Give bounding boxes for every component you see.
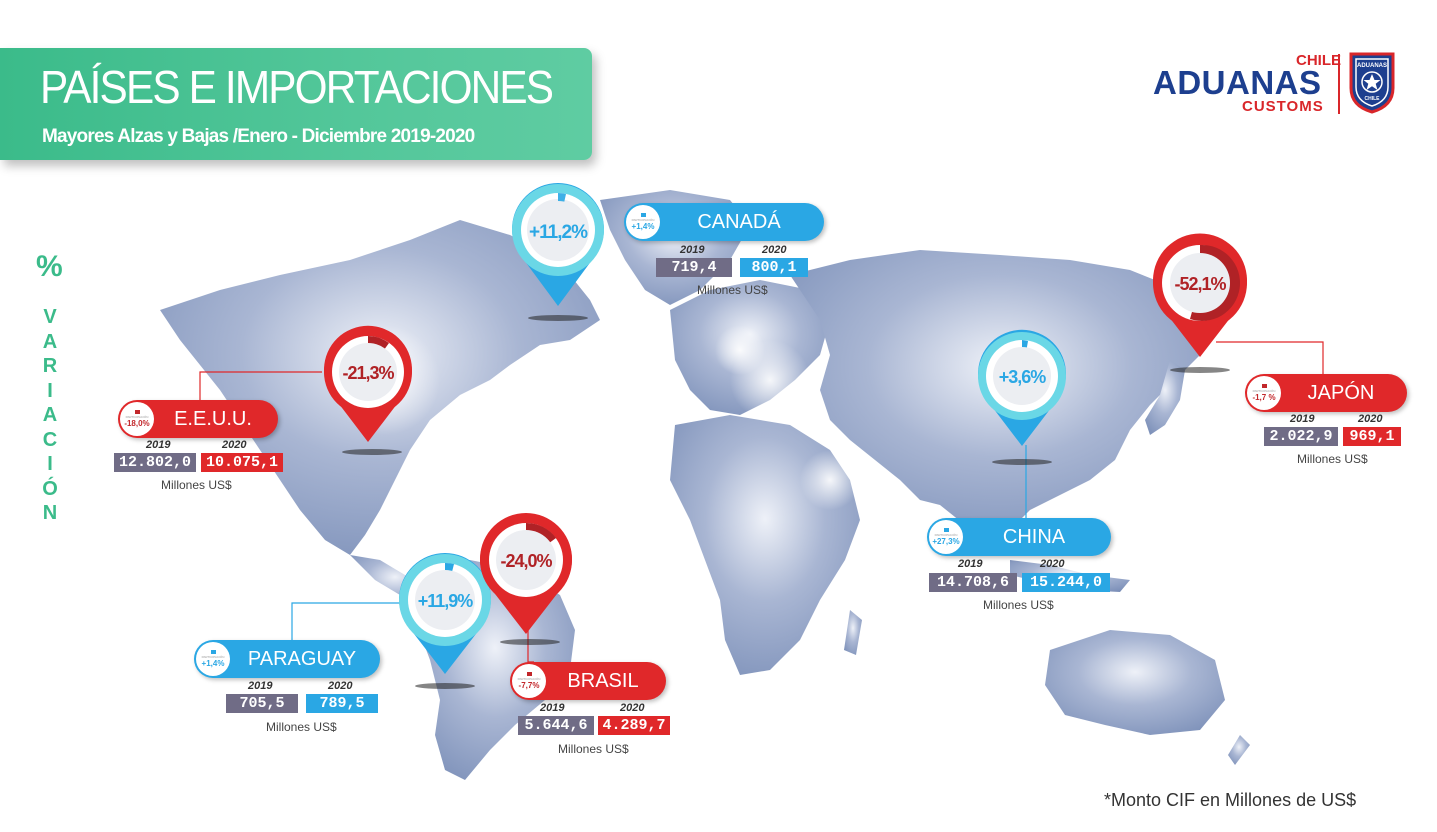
- country-name-brasil: BRASIL: [567, 669, 639, 692]
- pin-china: +3,6%: [978, 329, 1066, 446]
- participation-badge-canada: PARTICIPACIÓN +1,4%: [626, 205, 660, 239]
- pin-canada: +11,2%: [512, 183, 604, 306]
- unit-china: Millones US$: [983, 598, 1054, 612]
- pin-japon-variation: -52,1%: [1174, 274, 1226, 294]
- value-2020-brasil: 4.289,7: [598, 716, 670, 735]
- map-madagascar: [844, 610, 862, 655]
- value-2019-paraguay: 705,5: [226, 694, 298, 713]
- connector-brasil: [527, 630, 534, 663]
- variation-letter: C: [42, 428, 58, 451]
- map-australia: [1045, 630, 1225, 735]
- country-name-paraguay: PARAGUAY: [247, 647, 357, 670]
- value-2020-canada: 800,1: [740, 258, 808, 277]
- value-2020-japon: 969,1: [1343, 427, 1401, 446]
- map-japan: [1145, 360, 1185, 435]
- logo-separator: [1338, 54, 1340, 114]
- pin-eeuu: -21,3%: [324, 325, 412, 442]
- pin-brasil-variation: -24,0%: [500, 551, 552, 571]
- pin-shadow-china: [992, 459, 1052, 465]
- participation-badge-brasil: PARTICIPACIÓN -7,7%: [512, 664, 546, 698]
- pin-shadow-brasil: [500, 639, 560, 645]
- pin-shadow-canada: [528, 315, 588, 321]
- participation-badge-paraguay: PARTICIPACIÓN +1,4%: [196, 642, 230, 676]
- pin-eeuu-variation: -21,3%: [342, 363, 394, 383]
- pin-japon: -52,1%: [1153, 233, 1247, 357]
- logo-aduanas-text: ADUANAS: [1153, 64, 1322, 101]
- year-2020-canada: 2020: [762, 244, 787, 256]
- variation-letter: I: [47, 453, 53, 475]
- unit-eeuu: Millones US$: [161, 478, 232, 492]
- variation-letter: R: [42, 355, 58, 377]
- value-2019-china: 14.708,6: [929, 573, 1017, 592]
- value-2020-eeuu: 10.075,1: [201, 453, 283, 472]
- variation-letter: V: [43, 306, 57, 328]
- value-2019-canada: 719,4: [656, 258, 732, 277]
- pin-shadow-eeuu: [342, 449, 402, 455]
- page-subtitle: Mayores Alzas y Bajas /Enero - Diciembre…: [42, 126, 475, 147]
- connector-eeuu: [199, 371, 322, 400]
- value-2019-eeuu: 12.802,0: [114, 453, 196, 472]
- year-2020-japon: 2020: [1358, 413, 1383, 425]
- year-2019-paraguay: 2019: [248, 680, 273, 692]
- pin-china-variation: +3,6%: [999, 367, 1047, 387]
- shield-top-text: ADUANAS: [1357, 63, 1387, 69]
- participation-badge-eeuu: PARTICIPACIÓN -18,0%: [120, 402, 154, 436]
- unit-japon: Millones US$: [1297, 452, 1368, 466]
- pin-paraguay-variation: +11,9%: [418, 591, 474, 611]
- variation-letter: I: [47, 379, 53, 402]
- unit-canada: Millones US$: [697, 283, 768, 297]
- unit-brasil: Millones US$: [558, 742, 629, 756]
- country-label-eeuu: PARTICIPACIÓN -18,0% E.E.U.U.: [118, 400, 278, 438]
- country-label-paraguay: PARTICIPACIÓN +1,4% PARAGUAY: [194, 640, 380, 678]
- country-name-canada: CANADÁ: [697, 210, 781, 233]
- year-2020-brasil: 2020: [620, 702, 645, 714]
- shield-bottom-text: CHILE: [1365, 96, 1381, 102]
- value-2020-china: 15.244,0: [1022, 573, 1110, 592]
- variation-letter: A: [42, 330, 58, 353]
- variation-letter: N: [42, 502, 58, 524]
- map-new-zealand: [1228, 735, 1250, 765]
- shield-icon: ADUANAS CHILE: [1349, 52, 1395, 114]
- connector-paraguay: [291, 602, 400, 640]
- pin-paraguay: +11,9%: [399, 553, 491, 674]
- year-2019-eeuu: 2019: [146, 439, 171, 451]
- variation-letter: Ó: [42, 477, 58, 500]
- year-2020-paraguay: 2020: [328, 680, 353, 692]
- country-label-china: PARTICIPACIÓN +27,3% CHINA: [927, 518, 1111, 556]
- year-2019-japon: 2019: [1290, 413, 1315, 425]
- year-2019-brasil: 2019: [540, 702, 565, 714]
- participation-badge-china: PARTICIPACIÓN +27,3%: [929, 520, 963, 554]
- logo-chile-text: CHILE: [1296, 52, 1341, 69]
- participation-badge-japon: PARTICIPACIÓN -1,7 %: [1247, 376, 1281, 410]
- country-name-japon: JAPÓN: [1307, 381, 1375, 404]
- footnote: *Monto CIF en Millones de US$: [1104, 790, 1357, 810]
- country-name-china: CHINA: [1002, 525, 1066, 548]
- value-2019-japon: 2.022,9: [1264, 427, 1338, 446]
- pin-shadow-paraguay: [415, 683, 475, 689]
- variation-percent-symbol: %: [36, 250, 63, 283]
- year-2020-eeuu: 2020: [222, 439, 247, 451]
- country-name-eeuu: E.E.U.U.: [174, 407, 252, 430]
- pin-brasil: -24,0%: [480, 513, 572, 634]
- value-2020-paraguay: 789,5: [306, 694, 378, 713]
- logo-customs-text: CUSTOMS: [1242, 98, 1324, 115]
- value-2019-brasil: 5.644,6: [518, 716, 594, 735]
- header-banner: [0, 48, 592, 160]
- year-2019-canada: 2019: [680, 244, 705, 256]
- pin-canada-variation: +11,2%: [529, 222, 588, 243]
- country-label-canada: PARTICIPACIÓN +1,4% CANADÁ: [624, 203, 824, 241]
- country-label-brasil: PARTICIPACIÓN -7,7% BRASIL: [510, 662, 666, 700]
- variation-letter: A: [42, 404, 58, 426]
- year-2020-china: 2020: [1040, 558, 1065, 570]
- country-label-japon: PARTICIPACIÓN -1,7 % JAPÓN: [1245, 374, 1407, 412]
- unit-paraguay: Millones US$: [266, 720, 337, 734]
- page-title: PAÍSES E IMPORTACIONES: [40, 61, 554, 113]
- pin-shadow-japon: [1170, 367, 1230, 373]
- year-2019-china: 2019: [958, 558, 983, 570]
